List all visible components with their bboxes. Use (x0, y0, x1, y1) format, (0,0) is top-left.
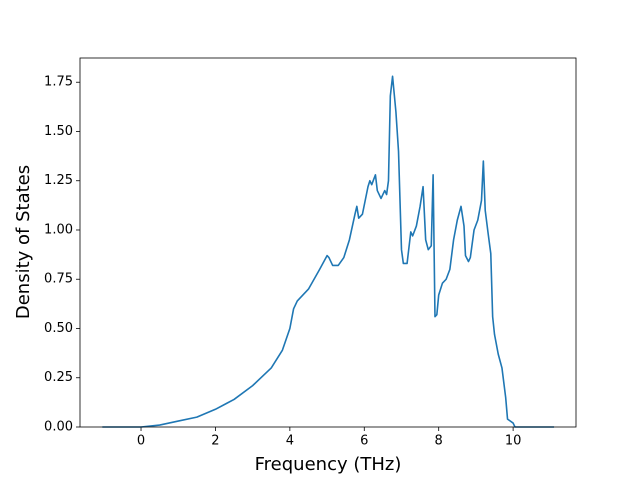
y-tick-label: 1.00 (44, 222, 73, 237)
x-tick-label: 8 (435, 434, 443, 449)
y-tick-label: 1.75 (44, 75, 73, 90)
plot-frame (79, 57, 577, 428)
y-tick-label: 0.25 (44, 370, 73, 385)
y-tick-label: 0.50 (44, 321, 73, 336)
x-tick-label: 10 (505, 434, 522, 449)
y-tick-label: 0.75 (44, 272, 73, 287)
x-tick-label: 6 (360, 434, 368, 449)
x-axis-label: Frequency (THz) (255, 454, 402, 475)
y-tick-label: 1.50 (44, 124, 73, 139)
x-tick-label: 4 (286, 434, 294, 449)
y-tick-label: 0.00 (44, 420, 73, 435)
x-tick-label: 0 (137, 434, 145, 449)
line-series (102, 75, 555, 428)
y-tick-label: 1.25 (44, 173, 73, 188)
x-tick-label: 2 (211, 434, 219, 449)
y-axis-label: Density of States (13, 165, 34, 319)
